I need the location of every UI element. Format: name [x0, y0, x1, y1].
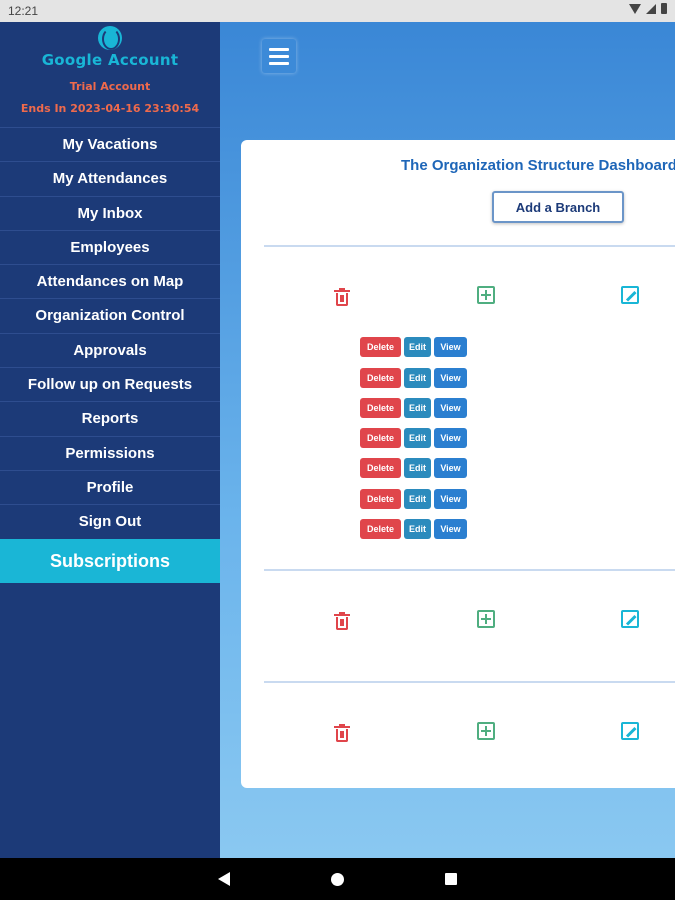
divider	[264, 569, 675, 571]
view-button[interactable]: View	[434, 489, 467, 509]
sidebar-item-profile[interactable]: Profile	[0, 469, 220, 504]
status-bar: 12:21	[0, 0, 675, 22]
signal-icon	[646, 3, 656, 14]
list-item: Delete Edit View	[360, 519, 467, 539]
sidebar-item-follow-up[interactable]: Follow up on Requests	[0, 367, 220, 401]
page-title: The Organization Structure Dashboard	[401, 157, 675, 174]
account-expiry: Ends In 2023-04-16 23:30:54	[20, 102, 200, 115]
hamburger-icon	[269, 48, 289, 51]
view-button[interactable]: View	[434, 398, 467, 418]
account-plan: Trial Account	[69, 80, 151, 93]
sidebar-item-subscriptions[interactable]: Subscriptions	[0, 538, 220, 583]
system-icons	[629, 3, 667, 14]
edit-branch-icon[interactable]	[621, 610, 639, 628]
add-sub-branch-icon[interactable]	[477, 722, 495, 740]
add-sub-branch-icon[interactable]	[477, 286, 495, 304]
view-button[interactable]: View	[434, 337, 467, 357]
recent-apps-icon[interactable]	[445, 873, 457, 885]
status-time: 12:21	[8, 4, 39, 18]
sidebar-item-reports[interactable]: Reports	[0, 401, 220, 435]
edit-button[interactable]: Edit	[404, 519, 431, 539]
wifi-icon	[629, 3, 641, 14]
account-header: Google Account Trial Account Ends In 202…	[0, 22, 220, 127]
delete-branch-icon[interactable]	[333, 612, 351, 630]
view-button[interactable]: View	[434, 458, 467, 478]
main-content: The Organization Structure Dashboard Add…	[220, 22, 675, 858]
home-icon[interactable]	[331, 873, 344, 886]
list-item: Delete Edit View	[360, 428, 467, 448]
delete-button[interactable]: Delete	[360, 398, 401, 418]
add-sub-branch-icon[interactable]	[477, 610, 495, 628]
add-branch-button[interactable]: Add a Branch	[492, 191, 624, 223]
edit-button[interactable]: Edit	[404, 368, 431, 388]
list-item: Delete Edit View	[360, 458, 467, 478]
hamburger-icon-bar	[269, 62, 289, 65]
sidebar-item-sign-out[interactable]: Sign Out	[0, 504, 220, 538]
list-item: Delete Edit View	[360, 337, 467, 357]
sidebar-item-approvals[interactable]: Approvals	[0, 332, 220, 367]
org-structure-card: The Organization Structure Dashboard Add…	[241, 140, 675, 788]
view-button[interactable]: View	[434, 519, 467, 539]
delete-button[interactable]: Delete	[360, 458, 401, 478]
sidebar: Google Account Trial Account Ends In 202…	[0, 22, 220, 858]
sidebar-item-my-attendances[interactable]: My Attendances	[0, 161, 220, 195]
list-item: Delete Edit View	[360, 398, 467, 418]
delete-button[interactable]: Delete	[360, 519, 401, 539]
navigation-bar	[0, 858, 675, 900]
sidebar-item-my-inbox[interactable]: My Inbox	[0, 195, 220, 230]
sidebar-item-my-vacations[interactable]: My Vacations	[0, 127, 220, 161]
hamburger-icon-bar	[269, 55, 289, 58]
list-item: Delete Edit View	[360, 489, 467, 509]
view-button[interactable]: View	[434, 368, 467, 388]
account-title: Google Account	[41, 51, 179, 69]
delete-button[interactable]: Delete	[360, 428, 401, 448]
delete-button[interactable]: Delete	[360, 337, 401, 357]
battery-icon	[661, 3, 667, 14]
sidebar-item-permissions[interactable]: Permissions	[0, 435, 220, 470]
view-button[interactable]: View	[434, 428, 467, 448]
divider	[264, 681, 675, 683]
edit-branch-icon[interactable]	[621, 286, 639, 304]
edit-button[interactable]: Edit	[404, 489, 431, 509]
edit-button[interactable]: Edit	[404, 337, 431, 357]
edit-branch-icon[interactable]	[621, 722, 639, 740]
edit-button[interactable]: Edit	[404, 458, 431, 478]
globe-icon	[98, 26, 122, 50]
sidebar-item-attendances-on-map[interactable]: Attendances on Map	[0, 264, 220, 298]
delete-button[interactable]: Delete	[360, 368, 401, 388]
edit-button[interactable]: Edit	[404, 398, 431, 418]
edit-button[interactable]: Edit	[404, 428, 431, 448]
sidebar-item-employees[interactable]: Employees	[0, 229, 220, 264]
delete-branch-icon[interactable]	[333, 288, 351, 306]
divider	[264, 245, 675, 247]
menu-toggle-button[interactable]	[262, 39, 296, 73]
delete-branch-icon[interactable]	[333, 724, 351, 742]
back-icon[interactable]	[218, 872, 230, 886]
delete-button[interactable]: Delete	[360, 489, 401, 509]
sidebar-item-organization-control[interactable]: Organization Control	[0, 298, 220, 332]
list-item: Delete Edit View	[360, 368, 467, 388]
